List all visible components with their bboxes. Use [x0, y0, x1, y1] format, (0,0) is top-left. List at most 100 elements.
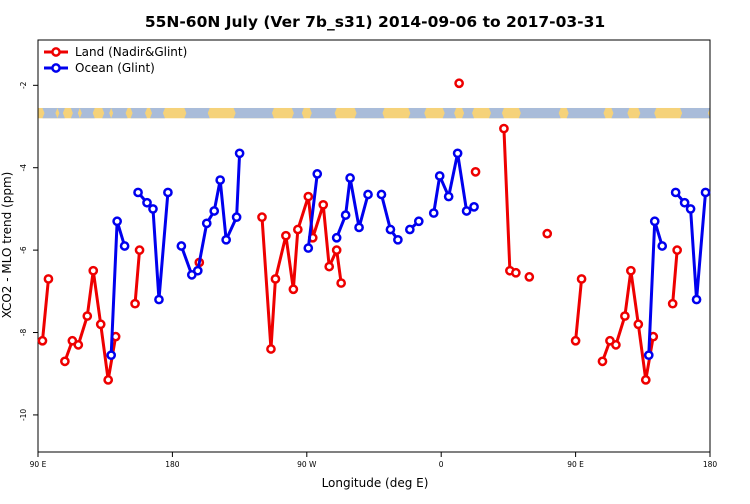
chart-title: 55N-60N July (Ver 7b_s31) 2014-09-06 to …: [145, 13, 605, 31]
data-point: [454, 78, 464, 89]
data-point: [570, 335, 581, 346]
map-strip-ocean: [488, 107, 504, 119]
data-point: [469, 202, 479, 212]
data-point: [657, 241, 668, 251]
data-point: [611, 340, 621, 350]
data-point: [270, 274, 281, 284]
data-point: [281, 230, 291, 241]
map-strip-ocean: [638, 107, 657, 119]
map-strip-ocean: [233, 107, 274, 119]
map-strip-ocean: [680, 107, 710, 119]
data-point: [37, 335, 48, 346]
map-strip-ocean: [184, 107, 210, 119]
legend-marker: [51, 47, 61, 57]
data-point: [148, 204, 158, 214]
data-point: [393, 234, 403, 245]
data-point: [428, 208, 439, 218]
data-point: [643, 350, 654, 361]
legend-label: Land (Nadir&Glint): [75, 45, 187, 59]
map-strip-ocean: [42, 107, 58, 119]
data-point: [163, 187, 173, 198]
data-point: [95, 319, 106, 330]
y-tick-label: -8: [19, 329, 28, 337]
data-point: [73, 340, 84, 350]
series-line: [40, 277, 50, 343]
map-strip-ocean: [408, 107, 427, 119]
map-strip-ocean: [354, 107, 385, 119]
data-point: [679, 197, 690, 208]
map-strip-ocean: [309, 107, 337, 119]
series-line: [63, 269, 118, 382]
data-point: [324, 261, 335, 272]
data-point: [154, 294, 164, 305]
data-point: [221, 234, 232, 245]
map-strip-ocean: [611, 107, 630, 119]
x-tick-label: 90 E: [567, 460, 584, 469]
data-point: [626, 265, 636, 276]
data-point: [404, 224, 415, 235]
data-point: [60, 356, 70, 367]
x-axis-label: Longitude (deg E): [322, 476, 429, 490]
data-point: [82, 311, 93, 321]
data-point: [640, 375, 651, 385]
map-strip-ocean: [291, 107, 304, 119]
y-axis: -2 -4 -6 -8 -10: [19, 81, 38, 421]
data-point: [142, 197, 152, 208]
data-point: [288, 284, 299, 295]
legend-label: Ocean (Glint): [75, 61, 155, 75]
series-line: [502, 127, 518, 275]
legend-marker: [51, 63, 61, 73]
data-point: [303, 191, 314, 202]
data-point: [201, 218, 212, 229]
series-line: [260, 195, 343, 351]
y-tick-label: -4: [19, 164, 28, 172]
data-point: [363, 189, 373, 200]
y-tick-label: -6: [19, 246, 28, 254]
data-point: [215, 175, 226, 185]
y-tick-label: -10: [19, 409, 28, 421]
map-strip-ocean: [518, 107, 561, 119]
data-point: [667, 298, 678, 309]
map-strip-ocean: [57, 107, 65, 119]
data-point: [685, 204, 696, 214]
legend: Land (Nadir&Glint) Ocean (Glint): [44, 45, 187, 75]
data-point: [103, 375, 114, 385]
data-point: [499, 123, 509, 134]
data-point: [345, 173, 355, 183]
data-point: [576, 274, 587, 284]
series-line: [306, 172, 319, 250]
data-point: [331, 245, 342, 255]
data-point: [119, 241, 130, 251]
data-point: [524, 272, 535, 282]
data-point: [303, 243, 314, 253]
data-point: [670, 187, 681, 198]
data-point: [597, 356, 608, 367]
data-point: [292, 224, 303, 235]
series-line: [600, 269, 655, 382]
map-strip-ocean: [70, 107, 80, 119]
data-point: [620, 311, 630, 321]
data-point: [231, 212, 242, 223]
data-point: [700, 187, 711, 198]
data-point: [133, 187, 143, 198]
series-ocean: [106, 148, 711, 361]
data-point: [336, 278, 346, 288]
plot-frame: [37, 39, 711, 453]
y-axis-label: XCO2 - MLO trend (ppm): [0, 172, 14, 319]
data-point: [192, 265, 203, 276]
x-tick-label: 0: [439, 460, 444, 469]
data-point: [633, 319, 644, 330]
data-point: [413, 216, 424, 227]
data-point: [257, 212, 267, 223]
data-point: [176, 241, 187, 251]
data-point: [354, 222, 364, 233]
data-point: [106, 350, 117, 361]
data-point: [130, 298, 140, 309]
data-point: [470, 166, 481, 177]
y-tick-label: -2: [19, 81, 28, 89]
x-tick-label: 90 E: [30, 460, 47, 469]
data-point: [443, 191, 454, 202]
x-tick-label: 90 W: [297, 460, 317, 469]
map-strip-ocean: [150, 107, 165, 119]
